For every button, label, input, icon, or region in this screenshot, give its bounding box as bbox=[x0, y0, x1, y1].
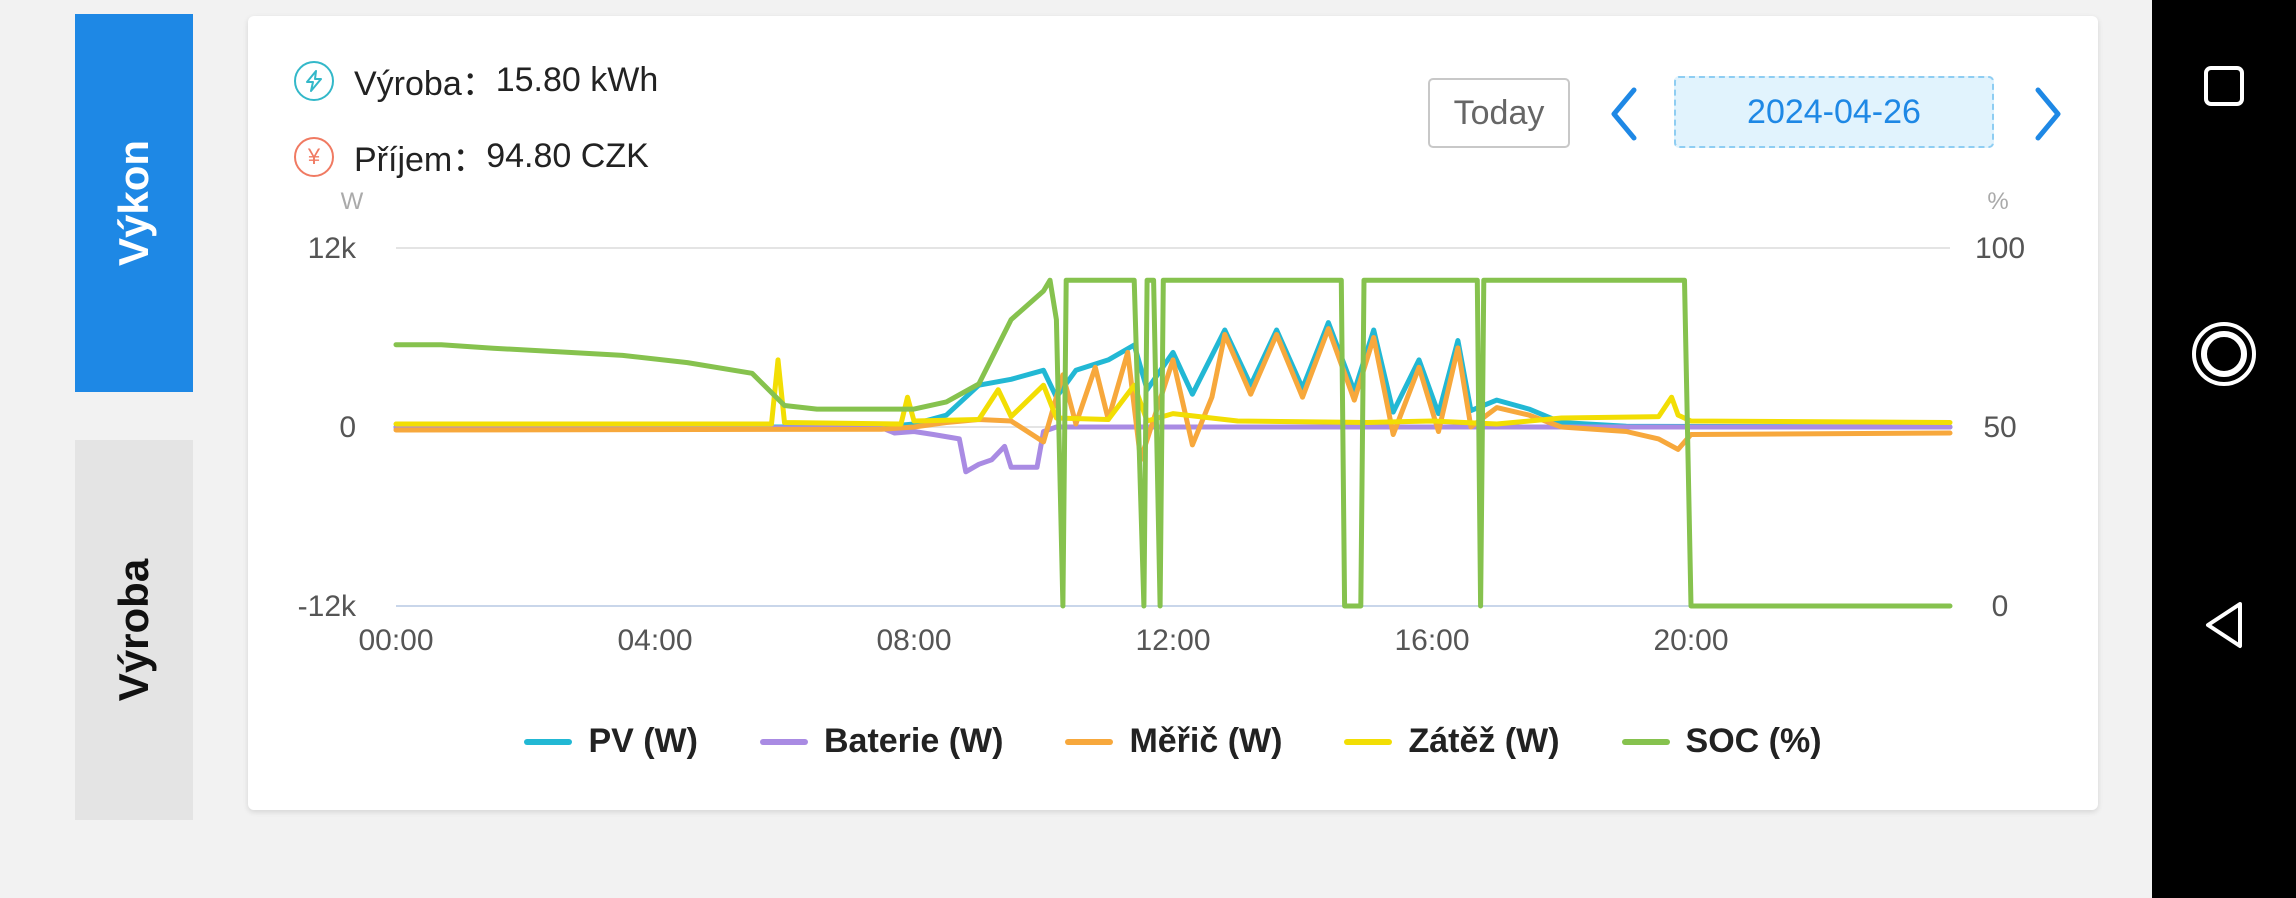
home-circle-icon bbox=[2192, 322, 2256, 386]
income-label: Příjem： bbox=[354, 141, 487, 179]
legend-swatch bbox=[524, 738, 573, 745]
y-tick-label: -12k bbox=[298, 590, 357, 623]
legend-label: Měřič (W) bbox=[1129, 722, 1283, 760]
legend-item[interactable]: SOC (%) bbox=[1621, 722, 1822, 761]
x-tick-label: 12:00 bbox=[1135, 624, 1210, 657]
series-line-baterie bbox=[393, 424, 1953, 475]
tab-power[interactable]: Výkon bbox=[75, 14, 193, 392]
yen-icon: ¥ bbox=[294, 136, 334, 177]
home-button[interactable] bbox=[2152, 318, 2296, 390]
y2-tick-label: 100 bbox=[1975, 232, 2025, 265]
chart-axes: 12k 0 -12k 100 50 0 00:00 04:00 08:00 12:00 16:00 2… bbox=[298, 232, 2025, 657]
x-tick-label: 16:00 bbox=[1394, 624, 1469, 657]
legend-label: SOC (%) bbox=[1685, 722, 1822, 760]
legend-item[interactable]: Baterie (W) bbox=[759, 722, 1004, 761]
power-line-chart: W % 12k 0 -12k 100 50 0 00:00 04:00 08:00 12:00 16… bbox=[298, 188, 2025, 657]
lightning-bolt-icon bbox=[294, 60, 334, 101]
x-tick-label: 08:00 bbox=[876, 624, 951, 657]
production-label: Výroba： bbox=[354, 65, 496, 103]
y2-tick-label: 50 bbox=[1983, 411, 2016, 444]
production-value: 15.80 kWh bbox=[495, 61, 659, 99]
power-chart-card: Výroba： 15.80 kWh ¥ Příjem： 94.80 CZK To… bbox=[248, 16, 2098, 810]
legend-label: PV (W) bbox=[588, 722, 698, 760]
legend-item[interactable]: Měřič (W) bbox=[1065, 722, 1282, 761]
x-tick-label: 04:00 bbox=[617, 624, 692, 657]
today-button[interactable]: Today bbox=[1428, 78, 1570, 148]
chevron-left-icon[interactable] bbox=[1602, 84, 1650, 144]
income-value: 94.80 CZK bbox=[486, 137, 649, 175]
back-button[interactable] bbox=[2152, 598, 2296, 652]
legend-label: Zátěž (W) bbox=[1408, 722, 1560, 760]
legend-swatch bbox=[1065, 738, 1114, 745]
chevron-right-icon[interactable] bbox=[2022, 84, 2070, 144]
y2-axis-unit: % bbox=[1987, 188, 2008, 215]
android-navigation-bar bbox=[2152, 0, 2296, 898]
tab-production[interactable]: Výroba bbox=[75, 440, 193, 820]
chart-series bbox=[393, 277, 1953, 609]
x-tick-label: 00:00 bbox=[358, 624, 433, 657]
y-tick-label: 12k bbox=[308, 232, 357, 265]
date-picker[interactable]: 2024-04-26 bbox=[1674, 76, 1994, 148]
x-tick-label: 20:00 bbox=[1653, 624, 1728, 657]
series-line-soc bbox=[393, 277, 1953, 609]
legend-item[interactable]: PV (W) bbox=[524, 722, 698, 761]
y-axis-unit: W bbox=[341, 188, 364, 215]
chart-legend: PV (W) Baterie (W) Měřič (W) Zátěž (W) SOC (… bbox=[248, 722, 2098, 761]
back-triangle-icon bbox=[2206, 602, 2242, 648]
series-line-měřič bbox=[393, 326, 1953, 463]
tab-power-label: Výkon bbox=[110, 139, 158, 267]
legend-item[interactable]: Zátěž (W) bbox=[1344, 722, 1560, 761]
legend-label: Baterie (W) bbox=[823, 722, 1004, 760]
square-icon bbox=[2204, 66, 2244, 106]
series-line-pv bbox=[393, 320, 1953, 430]
production-stat: Výroba： 15.80 kWh bbox=[294, 56, 658, 105]
legend-swatch bbox=[1344, 738, 1393, 745]
recent-apps-button[interactable] bbox=[2152, 62, 2296, 110]
legend-swatch bbox=[759, 738, 808, 745]
income-stat: ¥ Příjem： 94.80 CZK bbox=[294, 132, 649, 181]
y-tick-label: 0 bbox=[339, 411, 356, 444]
series-line-zátěž bbox=[393, 357, 1953, 427]
legend-swatch bbox=[1621, 738, 1670, 745]
tab-production-label: Výroba bbox=[110, 558, 158, 702]
y2-tick-label: 0 bbox=[1992, 590, 2009, 623]
